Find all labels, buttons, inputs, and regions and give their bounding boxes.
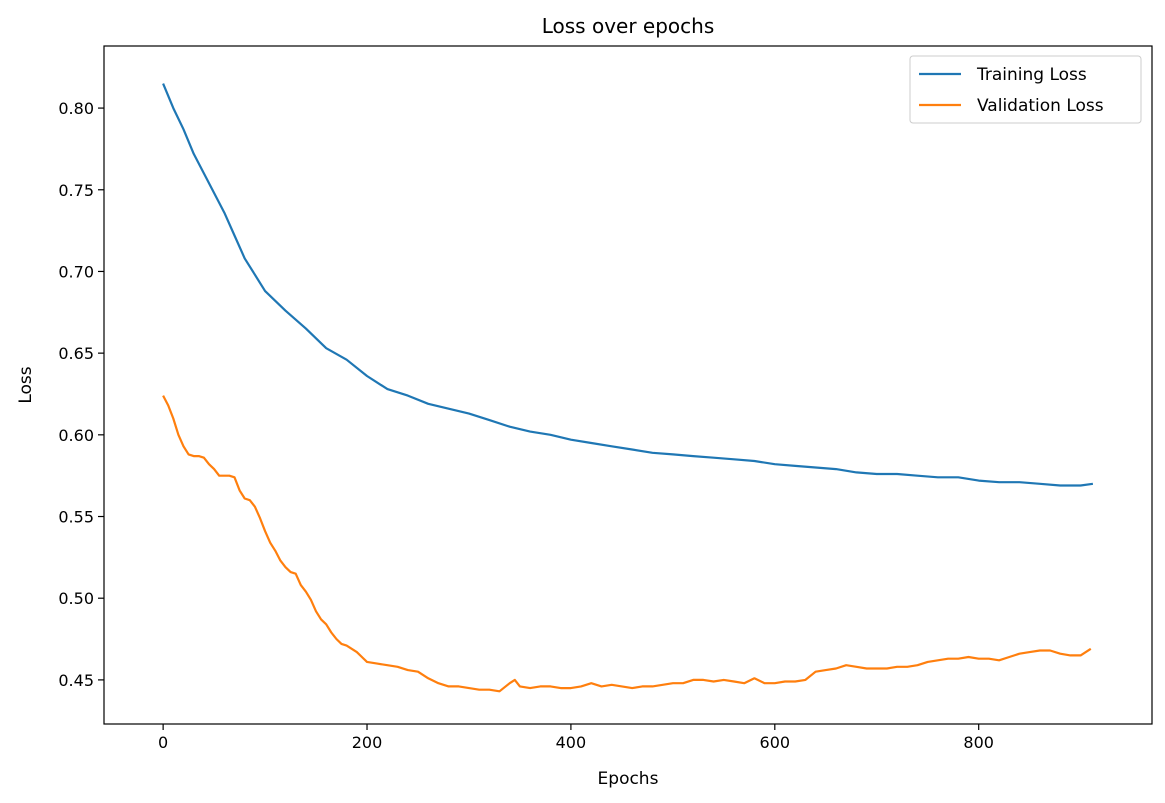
plot-area [162,83,1094,693]
y-tick-label: 0.80 [58,99,94,118]
y-axis-label: Loss [16,366,36,403]
y-tick-label: 0.55 [58,508,94,527]
x-tick-label: 800 [963,733,994,752]
legend-label: Training Loss [976,65,1087,85]
series-line-validation-loss [162,395,1092,693]
x-tick-label: 400 [556,733,587,752]
y-tick-label: 0.75 [58,181,94,200]
y-tick-label: 0.50 [58,589,94,608]
x-tick-label: 600 [760,733,791,752]
x-axis: 0 200 400 600 800 [158,724,994,752]
legend-box [909,55,1142,124]
chart-title: Loss over epochs [542,14,715,38]
legend: Training Loss Validation Loss [909,55,1142,124]
y-tick-label: 0.65 [58,344,94,363]
plot-frame [103,45,1153,725]
x-axis-label: Epochs [598,769,659,789]
y-tick-label: 0.70 [58,262,94,281]
y-tick-label: 0.45 [58,671,94,690]
y-axis: 0.45 0.50 0.55 0.60 0.65 0.70 0.75 0.80 [58,99,104,690]
series-line-training-loss [162,83,1094,487]
legend-label: Validation Loss [977,96,1104,116]
y-tick-label: 0.60 [58,426,94,445]
x-tick-label: 200 [352,733,383,752]
x-tick-label: 0 [158,733,168,752]
